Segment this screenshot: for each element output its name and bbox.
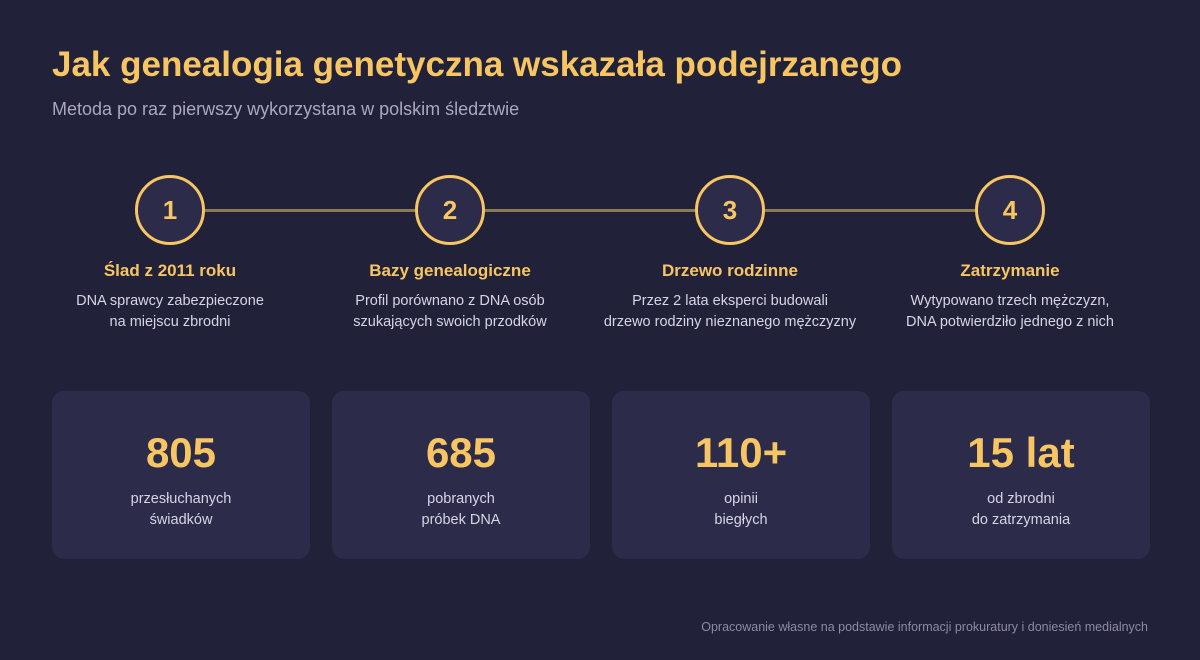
- stat-label-line: biegłych: [714, 512, 768, 528]
- step-title: Zatrzymanie: [960, 261, 1060, 280]
- stat-card-expert-opinions: 110+ opinii biegłych: [612, 391, 870, 559]
- step-title: Bazy genealogiczne: [369, 261, 531, 280]
- step-description-line: Przez 2 lata eksperci budowali: [632, 293, 828, 309]
- timeline-step-3: 3 Drzewo rodzinne Przez 2 lata eksperci …: [590, 175, 870, 333]
- stat-label: opinii biegłych: [714, 489, 767, 531]
- page-subtitle: Metoda po raz pierwszy wykorzystana w po…: [52, 99, 520, 119]
- step-description: DNA sprawcy zabezpieczone na miejscu zbr…: [76, 291, 264, 333]
- step-number-badge: 3: [695, 175, 765, 245]
- stat-label-line: od zbrodni: [987, 491, 1055, 507]
- step-title: Drzewo rodzinne: [661, 261, 798, 280]
- step-description-line: szukających swoich przodków: [353, 314, 547, 330]
- stat-label-line: przesłuchanych: [130, 491, 232, 507]
- stat-value: 110+: [694, 429, 788, 476]
- timeline-step-1: 1 Ślad z 2011 roku DNA sprawcy zabezpiec…: [30, 175, 310, 333]
- stat-label: pobranych próbek DNA: [422, 489, 501, 531]
- stat-label: od zbrodni do zatrzymania: [972, 489, 1070, 531]
- stat-label-line: próbek DNA: [421, 512, 501, 528]
- step-description: Profil porównano z DNA osób szukających …: [353, 291, 546, 333]
- timeline-step-4: 4 Zatrzymanie Wytypowano trzech mężczyzn…: [870, 175, 1150, 333]
- timeline-step-2: 2 Bazy genealogiczne Profil porównano z …: [310, 175, 590, 333]
- step-title: Ślad z 2011 roku: [103, 261, 237, 280]
- stat-value: 15 lat: [967, 429, 1075, 476]
- step-description-line: Wytypowano trzech mężczyzn,: [910, 293, 1110, 309]
- step-number-badge: 2: [415, 175, 485, 245]
- step-number-badge: 1: [135, 175, 205, 245]
- stat-label-line: opinii: [724, 491, 758, 507]
- stat-label-line: pobranych: [427, 491, 495, 507]
- stat-label: przesłuchanych świadków: [131, 489, 232, 531]
- step-description: Wytypowano trzech mężczyzn, DNA potwierd…: [906, 291, 1114, 333]
- timeline-connector-3-4: [765, 209, 975, 212]
- step-number-badge: 4: [975, 175, 1045, 245]
- timeline-connector-1-2: [205, 209, 415, 212]
- stat-card-witnesses: 805 przesłuchanych świadków: [52, 391, 310, 559]
- step-description-line: drzewo rodziny nieznanego mężczyzny: [603, 314, 857, 330]
- stat-value: 685: [425, 429, 497, 476]
- stat-card-dna-samples: 685 pobranych próbek DNA: [332, 391, 590, 559]
- stat-value: 805: [145, 429, 217, 476]
- stat-card-years: 15 lat od zbrodni do zatrzymania: [892, 391, 1150, 559]
- timeline: 1 Ślad z 2011 roku DNA sprawcy zabezpiec…: [30, 175, 1150, 333]
- step-description-line: na miejscu zbrodni: [109, 314, 231, 330]
- step-description-line: DNA potwierdziło jednego z nich: [906, 314, 1114, 330]
- step-description-line: DNA sprawcy zabezpieczone: [76, 293, 264, 309]
- step-description: Przez 2 lata eksperci budowali drzewo ro…: [604, 291, 856, 333]
- step-description-line: Profil porównano z DNA osób: [355, 293, 545, 309]
- stat-label-line: świadków: [149, 512, 213, 528]
- timeline-connector-2-3: [485, 209, 695, 212]
- page-title: Jak genealogia genetyczna wskazała podej…: [52, 45, 903, 84]
- stat-label-line: do zatrzymania: [971, 512, 1071, 528]
- source-note: Opracowanie własne na podstawie informac…: [701, 620, 1148, 634]
